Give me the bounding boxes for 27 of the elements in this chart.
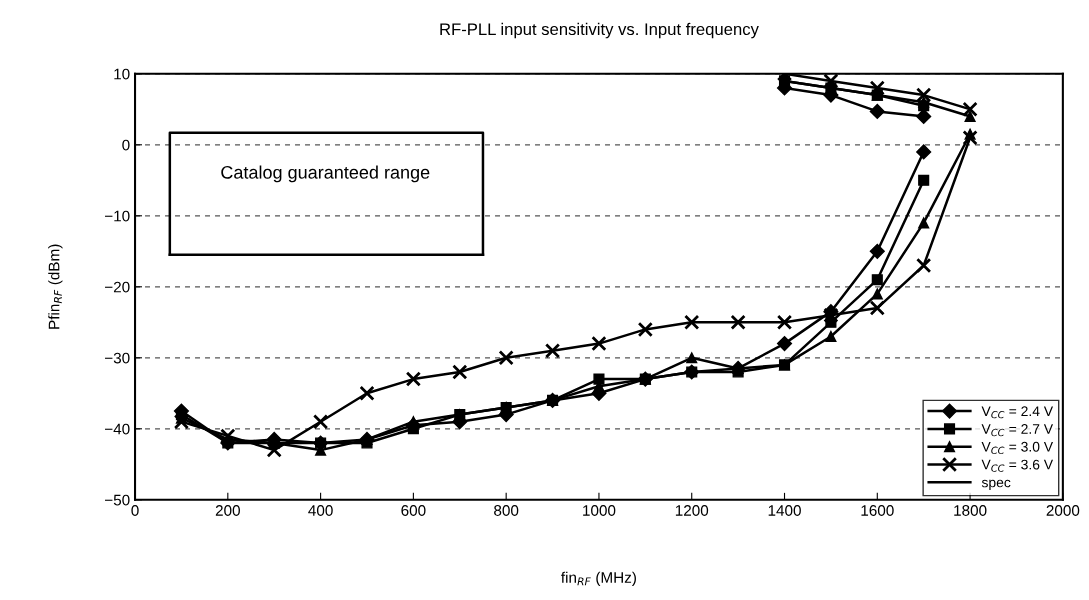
x-tick-label: 1000	[583, 505, 616, 516]
x-tick-label: 1400	[768, 505, 801, 516]
x-tick-label: 400	[308, 505, 333, 516]
x-tick-label: 600	[401, 505, 426, 516]
annotation: Catalog guaranteed range	[221, 165, 430, 183]
x-tick-label: 0	[131, 505, 139, 516]
legend-label: V$_{CC}$ = 3.6 V	[981, 459, 1054, 472]
x-tick-label: 800	[494, 505, 519, 516]
y-axis-title: Pfin$_{RF}$ (dBm)	[48, 244, 63, 329]
x-tick-label: 1200	[675, 505, 709, 516]
legend-label: spec	[981, 479, 1011, 491]
x-tick-label: 1800	[954, 505, 987, 516]
y-tick-label: −40	[105, 423, 130, 435]
x-axis-title: fin$_{RF}$ (MHz)	[561, 571, 636, 586]
legend-label: V$_{CC}$ = 2.7 V	[981, 424, 1054, 437]
y-tick-label: −10	[105, 210, 130, 222]
y-tick-label: 10	[114, 68, 130, 80]
legend-label: V$_{CC}$ = 3.0 V	[981, 441, 1054, 454]
x-tick-label: 2000	[1046, 505, 1080, 516]
x-tick-label: 1600	[861, 505, 894, 516]
y-tick-label: −30	[105, 352, 130, 364]
y-tick-label: −50	[105, 494, 130, 506]
chart-title: RF-PLL input sensitivity vs. Input frequency	[440, 22, 759, 39]
legend-label: V$_{CC}$ = 2.4 V	[981, 406, 1054, 419]
y-tick-label: −20	[105, 281, 130, 293]
x-tick-label: 200	[215, 505, 240, 516]
y-tick-label: 0	[122, 139, 130, 151]
